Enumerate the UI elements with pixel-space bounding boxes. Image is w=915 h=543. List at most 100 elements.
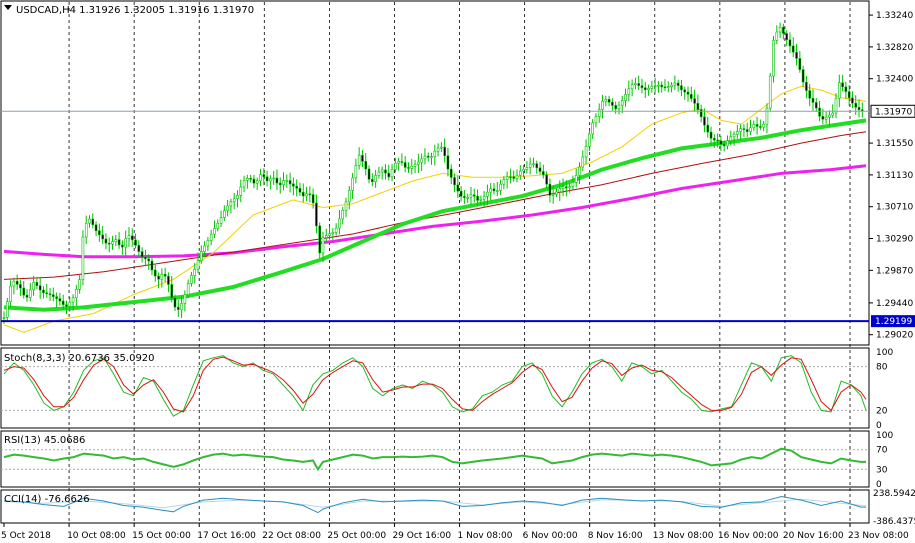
candle-body: [127, 235, 131, 240]
candle-body: [696, 103, 700, 110]
price-tick-label: 1.32400: [876, 75, 913, 85]
candle-body: [594, 116, 598, 124]
candle-body: [647, 88, 650, 91]
candle-body: [338, 218, 341, 229]
candle-body: [499, 183, 502, 191]
candle-body: [298, 188, 302, 193]
candle-body: [226, 205, 229, 212]
ma-green-line: [3, 118, 867, 312]
price-tick-label: 1.30710: [876, 203, 913, 213]
candle-body: [847, 91, 851, 99]
candle-body: [413, 163, 417, 167]
candle-body: [347, 190, 351, 203]
rsi-tick-label: 70: [876, 446, 888, 456]
candle-body: [292, 183, 295, 187]
candle-body: [828, 114, 831, 118]
candle-body: [611, 101, 614, 106]
candle-body: [65, 304, 68, 307]
candle-body: [124, 238, 127, 248]
rsi-header: RSI(13) 45.0686: [4, 435, 85, 446]
candle-body: [831, 112, 835, 116]
time-tick-label: 16 Nov 00:00: [718, 531, 779, 541]
candle-body: [52, 294, 55, 297]
stoch-signal-line: [3, 356, 867, 413]
cci-panel: CCI(14) -76.6626 238.5942 -386.4375: [0, 489, 915, 527]
candle-body: [808, 90, 811, 99]
candle-body: [173, 297, 177, 308]
candle-body: [643, 87, 647, 91]
candle-body: [278, 182, 282, 186]
price-panel: USDCAD,H4 1.31926 1.32005 1.31916 1.3197…: [0, 0, 870, 346]
candle-body: [163, 273, 167, 277]
rsi-tick-label: 30: [876, 465, 888, 475]
support-price-label: 1.29199: [875, 317, 912, 327]
candle-body: [472, 194, 476, 197]
candle-body: [512, 176, 516, 179]
candle-body: [805, 81, 808, 91]
candle-body: [341, 209, 345, 220]
candle-body: [785, 33, 788, 41]
stoch-main-line: [3, 355, 867, 417]
candle-body: [384, 169, 387, 174]
candle-body: [722, 143, 726, 147]
candle-body: [607, 99, 611, 103]
candle-body: [361, 154, 364, 162]
candle-body: [634, 83, 637, 85]
time-tick-label: 29 Oct 16:00: [392, 531, 451, 541]
candle-body: [824, 116, 828, 120]
candle-body: [315, 202, 318, 227]
candle-body: [624, 94, 627, 101]
candle-body: [130, 235, 134, 241]
candle-body: [216, 223, 220, 229]
ma-red-line: [3, 131, 867, 280]
candle-body: [423, 155, 427, 160]
candle-body: [160, 273, 164, 280]
candle-body: [390, 169, 394, 178]
candle-body: [489, 188, 493, 193]
candle-body: [670, 84, 673, 87]
candle-body: [354, 165, 358, 179]
candle-body: [742, 128, 746, 130]
candle-body: [818, 107, 821, 117]
rsi-line: [3, 447, 866, 472]
current-price-badge-box: [870, 104, 915, 118]
candle-body: [324, 235, 328, 238]
candle-body: [676, 82, 680, 86]
candle-body: [446, 155, 450, 170]
candle-body: [71, 297, 75, 303]
candle-body: [433, 150, 437, 157]
candle-body: [772, 40, 775, 77]
candle-body: [502, 179, 506, 185]
candle-body: [269, 178, 272, 182]
candle-body: [295, 185, 298, 189]
candle-body: [495, 190, 499, 192]
candle-body: [229, 201, 233, 207]
candle-body: [482, 195, 486, 200]
time-tick-label: 17 Oct 16:00: [197, 531, 256, 541]
candle-body: [716, 139, 719, 142]
candle-body: [551, 193, 555, 196]
candle-body: [282, 180, 285, 186]
price-tick-label: 1.33240: [876, 11, 913, 21]
time-tick-label: 20 Nov 16:00: [783, 531, 844, 541]
candle-body: [666, 86, 670, 88]
price-tick-label: 1.29020: [876, 331, 913, 341]
candle-body: [403, 162, 407, 168]
candle-body: [58, 298, 62, 302]
candle-body: [19, 284, 22, 289]
time-tick-label: 8 Nov 16:00: [588, 531, 643, 541]
candle-body: [535, 163, 539, 169]
candle-body: [242, 180, 246, 188]
candle-body: [459, 190, 463, 197]
candle-body: [492, 188, 496, 192]
stoch-header: Stoch(8,3,3) 20.6736 35.0920: [4, 353, 155, 364]
candle-body: [528, 163, 532, 168]
candle-body: [232, 198, 236, 203]
candle-body: [788, 39, 792, 47]
candle-body: [190, 275, 193, 284]
candle-body: [94, 224, 98, 231]
candle-body: [443, 146, 446, 157]
cci-header: CCI(14) -76.6626: [4, 494, 90, 505]
candle-body: [604, 99, 608, 102]
candle-body: [357, 154, 361, 166]
